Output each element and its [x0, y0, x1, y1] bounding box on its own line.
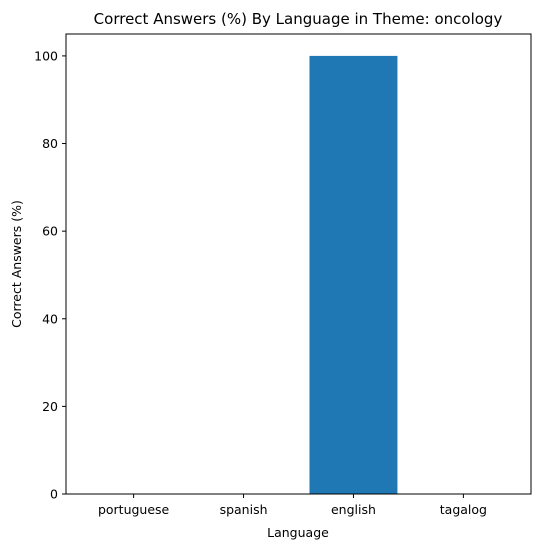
y-tick-label: 100 [34, 48, 58, 63]
y-tick-label: 20 [42, 399, 58, 414]
chart-title: Correct Answers (%) By Language in Theme… [94, 10, 503, 28]
x-axis-label: Language [267, 525, 329, 540]
y-tick-label: 0 [50, 487, 58, 502]
y-ticks-group: 0 20 40 60 80 100 [34, 48, 66, 502]
y-tick-label: 80 [42, 136, 58, 151]
x-tick-label: portuguese [98, 502, 170, 517]
y-axis-label: Correct Answers (%) [9, 200, 24, 328]
x-tick-label: english [331, 502, 376, 517]
plot-frame [65, 33, 532, 495]
x-tick-label: tagalog [440, 502, 487, 517]
bars-group [309, 55, 398, 495]
y-tick-label: 60 [42, 224, 58, 239]
y-tick-label: 40 [42, 311, 58, 326]
x-tick-label: spanish [220, 502, 268, 517]
x-ticks-group: portuguese spanish english tagalog [98, 494, 487, 517]
bar-english [309, 55, 398, 495]
